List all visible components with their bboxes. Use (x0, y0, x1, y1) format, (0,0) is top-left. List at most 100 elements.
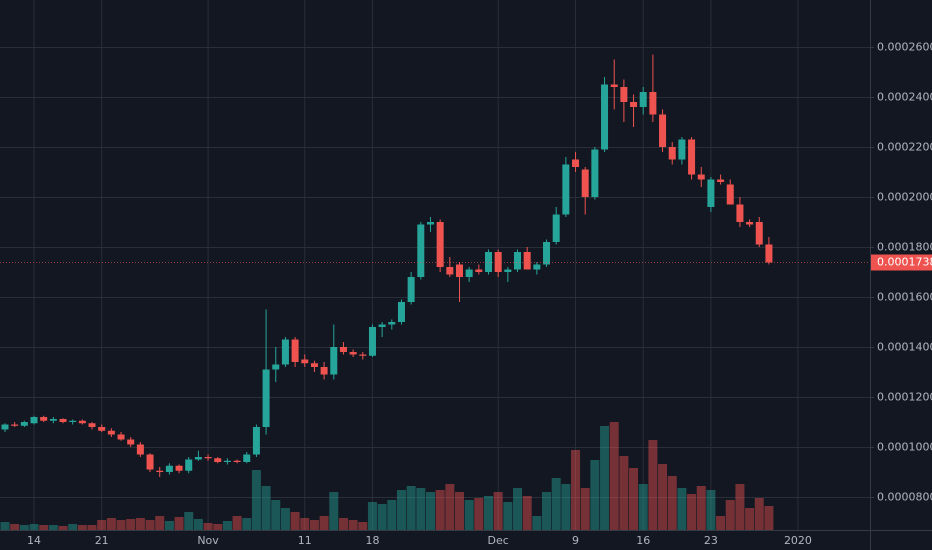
volume-bar (232, 516, 242, 530)
volume-bar (97, 520, 107, 530)
x-tick-label: 21 (95, 534, 109, 547)
candle-body (223, 460, 231, 462)
volume-bar (687, 494, 697, 530)
x-tick-label: 2020 (784, 534, 812, 547)
candle-body (504, 269, 512, 272)
volume-bar (561, 484, 571, 530)
volume-bar (87, 525, 97, 530)
volume-bar (29, 524, 39, 530)
candle-body (601, 84, 609, 150)
candle-body (281, 339, 289, 365)
volume-bar (116, 520, 126, 530)
volume-bar (580, 488, 590, 530)
volume-bar (725, 500, 735, 530)
x-tick-label: Nov (197, 534, 219, 547)
y-tick-label: 0.0001200 (877, 391, 932, 404)
candle-body (572, 159, 580, 167)
candle-body (591, 149, 599, 197)
candle-body (736, 204, 744, 222)
volume-bar (184, 512, 194, 530)
volume-bar (77, 525, 87, 530)
x-tick-label: 9 (572, 534, 579, 547)
y-tick-label: 0.0001600 (877, 291, 932, 304)
candle-body (765, 244, 773, 263)
volume-bar (39, 525, 49, 530)
y-tick-label: 0.0000800 (877, 491, 932, 504)
volume-bar (764, 506, 774, 530)
volume-bar (445, 484, 455, 530)
y-tick-label: 0.0002400 (877, 91, 932, 104)
candle-body (40, 417, 48, 421)
candle-body (543, 242, 551, 265)
candle-body (446, 267, 454, 275)
volume-bar (667, 476, 677, 530)
x-tick-label: 23 (704, 534, 718, 547)
volume-bar (261, 486, 271, 530)
volume-bar (590, 460, 600, 530)
volume-bar (309, 520, 319, 530)
volume-bar (377, 504, 387, 530)
candle-body (194, 457, 202, 460)
x-tick-label: 14 (27, 534, 41, 547)
candle-body (156, 470, 164, 472)
volume-bar (619, 456, 629, 530)
volume-bar (658, 464, 668, 530)
candle-body (465, 269, 473, 277)
volume-bar (367, 502, 377, 530)
candle-body (485, 252, 492, 272)
volume-bar (454, 492, 464, 530)
candle-body (581, 169, 589, 197)
candle-body (78, 420, 86, 424)
last-price-label: 0.0001738 (877, 256, 932, 269)
candle-body (630, 102, 638, 107)
volume-bar (735, 484, 745, 530)
volume-bar (135, 518, 145, 530)
candle-body (368, 327, 376, 356)
volume-bar (513, 488, 523, 530)
candle-body (11, 424, 19, 426)
volume-bar (629, 468, 639, 530)
volume-bar (493, 492, 503, 530)
candle-body (204, 457, 212, 459)
volume-bar (271, 500, 281, 530)
x-tick-label: Dec (488, 534, 509, 547)
volume-bar (474, 498, 484, 530)
volume-bar (754, 498, 764, 530)
volume-bar (203, 523, 213, 530)
candle-body (426, 222, 434, 225)
volume-bar (58, 526, 68, 530)
candle-body (49, 419, 57, 421)
x-tick-label: 11 (298, 534, 312, 547)
volume-bar (251, 470, 261, 530)
candle-body (165, 465, 173, 472)
candle-body (649, 92, 657, 115)
volume-bar (145, 520, 155, 530)
candle-body (320, 367, 328, 375)
candle-body (59, 419, 67, 422)
volume-bar (48, 525, 58, 530)
volume-bar (222, 521, 232, 530)
candle-body (127, 439, 135, 445)
volume-bar (484, 496, 493, 530)
candle-body (349, 352, 357, 355)
candle-body (185, 459, 193, 471)
candle-body (755, 222, 763, 245)
candle-body (678, 139, 686, 160)
candle-body (688, 139, 696, 175)
grid (0, 0, 870, 530)
candle-body (610, 84, 618, 87)
volume-bar (745, 508, 755, 530)
y-tick-label: 0.0002000 (877, 191, 932, 204)
y-tick-label: 0.0002200 (877, 141, 932, 154)
volume-bar (522, 496, 532, 530)
volume-bar (542, 492, 552, 530)
volume-bar (290, 512, 300, 530)
volume-bar (696, 486, 706, 530)
candle-body (291, 339, 299, 362)
volume-bar (571, 450, 581, 530)
volume-bar (425, 492, 435, 530)
candle-body (717, 179, 725, 182)
y-tick-label: 0.0001400 (877, 341, 932, 354)
candle-body (746, 222, 754, 225)
candle-body (146, 454, 154, 470)
